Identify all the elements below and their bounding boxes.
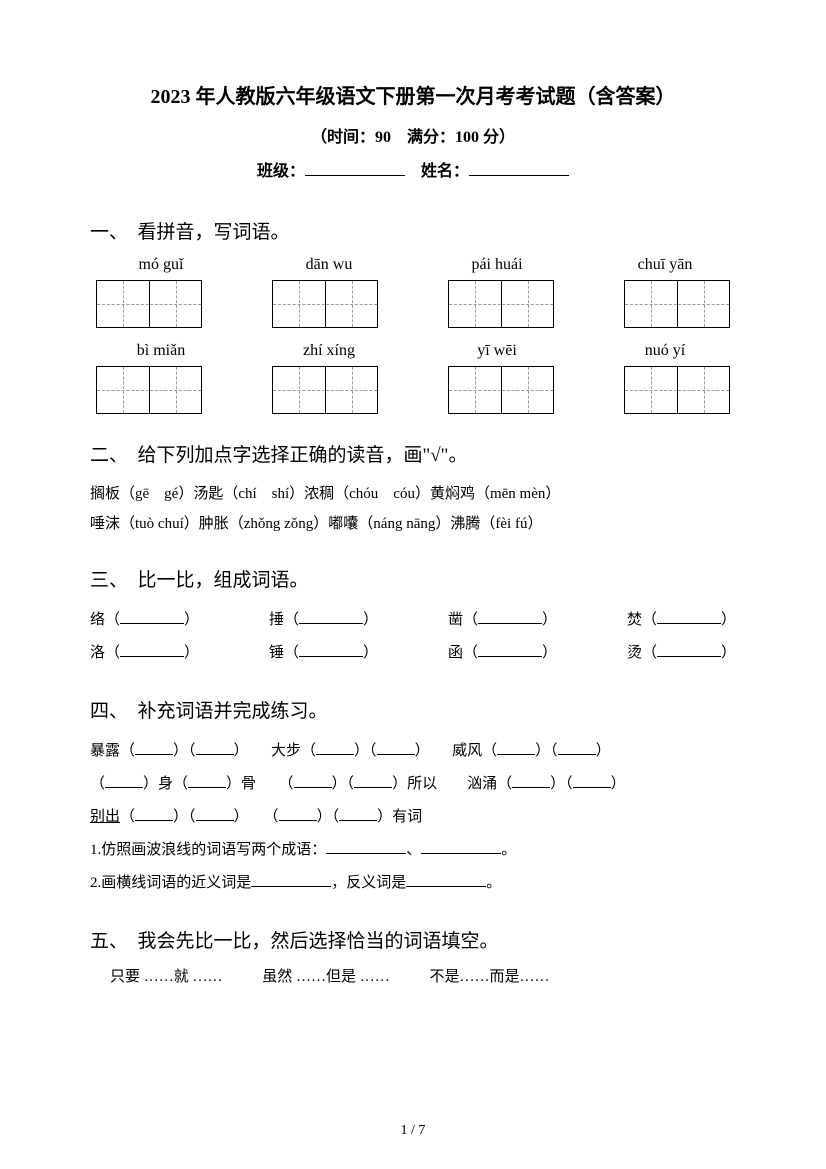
blank[interactable] <box>105 775 143 788</box>
blank[interactable] <box>120 644 184 657</box>
blank[interactable] <box>196 808 234 821</box>
pinyin-label: pái huái <box>432 256 562 274</box>
blank[interactable] <box>251 874 331 887</box>
blank[interactable] <box>478 611 542 624</box>
pinyin-label: mó guǐ <box>96 256 226 274</box>
section-5-options: 只要 ……就 …… 虽然 ……但是 …… 不是……而是…… <box>90 965 736 986</box>
section-2-title: 二、 给下列加点字选择正确的读音，画"√"。 <box>90 440 736 467</box>
blank[interactable] <box>339 808 377 821</box>
page-number: 1 / 7 <box>0 1123 826 1139</box>
blank[interactable] <box>421 841 501 854</box>
char-box-pair[interactable] <box>96 366 202 414</box>
char-box-pair[interactable] <box>448 366 554 414</box>
word-char: 捶（ <box>269 612 299 628</box>
section-2-line-2: 唾沫（tuò chuí）肿胀（zhǒng zǒng）嘟囔（náng nāng）沸… <box>90 509 736 539</box>
char-box-pair[interactable] <box>96 280 202 328</box>
blank[interactable] <box>316 742 354 755</box>
blank[interactable] <box>657 611 721 624</box>
section-4-line-3: 别出（）（） （）（）有词 <box>90 801 736 834</box>
class-label: 班级： <box>257 163 305 180</box>
pinyin-row-1: mó guǐ dān wu pái huái chuī yān <box>90 256 736 280</box>
word-char: 烫（ <box>627 645 657 661</box>
word-char: 函（ <box>448 645 478 661</box>
name-blank[interactable] <box>469 162 569 176</box>
blank[interactable] <box>406 874 486 887</box>
blank[interactable] <box>354 775 392 788</box>
section-1-title: 一、 看拼音，写词语。 <box>90 217 736 244</box>
blank[interactable] <box>188 775 226 788</box>
exam-title: 2023 年人教版六年级语文下册第一次月考考试题（含答案） <box>90 80 736 109</box>
section-4-q1: 1.仿照画波浪线的词语写两个成语：、。 <box>90 834 736 867</box>
word-char: 络（ <box>90 612 120 628</box>
pinyin-label: yī wēi <box>432 342 562 360</box>
section-4-q2: 2.画横线词语的近义词是，反义词是。 <box>90 867 736 900</box>
pinyin-label: chuī yān <box>600 256 730 274</box>
option-3: 不是……而是…… <box>430 969 550 985</box>
section-4-title: 四、 补充词语并完成练习。 <box>90 696 736 723</box>
blank[interactable] <box>120 611 184 624</box>
blank[interactable] <box>478 644 542 657</box>
pinyin-row-2: bì miǎn zhí xíng yī wēi nuó yí <box>90 342 736 366</box>
char-box-pair[interactable] <box>448 280 554 328</box>
char-box-pair[interactable] <box>624 366 730 414</box>
word-char: 洛（ <box>90 645 120 661</box>
blank[interactable] <box>497 742 535 755</box>
student-info-line: 班级： 姓名： <box>90 157 736 181</box>
blank[interactable] <box>279 808 317 821</box>
section-5-title: 五、 我会先比一比，然后选择恰当的词语填空。 <box>90 926 736 953</box>
word-char: 凿（ <box>448 612 478 628</box>
section-4-line-1: 暴露（）（） 大步（）（） 威风（）（） <box>90 735 736 768</box>
section-3-title: 三、 比一比，组成词语。 <box>90 565 736 592</box>
option-2: 虽然 ……但是 …… <box>262 969 390 985</box>
pinyin-label: bì miǎn <box>96 342 226 360</box>
section-2-line-1: 搁板（gē gé）汤匙（chí shí）浓稠（chóu cóu）黄焖鸡（mēn … <box>90 479 736 509</box>
blank[interactable] <box>657 644 721 657</box>
underlined-word: 别出 <box>90 809 120 825</box>
blank[interactable] <box>135 742 173 755</box>
blank[interactable] <box>512 775 550 788</box>
char-box-pair[interactable] <box>272 280 378 328</box>
char-box-pair[interactable] <box>624 280 730 328</box>
pinyin-label: zhí xíng <box>264 342 394 360</box>
blank[interactable] <box>294 775 332 788</box>
blank[interactable] <box>573 775 611 788</box>
blank[interactable] <box>299 611 363 624</box>
blank[interactable] <box>377 742 415 755</box>
char-box-row-2 <box>90 366 736 414</box>
blank[interactable] <box>326 841 406 854</box>
blank[interactable] <box>135 808 173 821</box>
blank[interactable] <box>299 644 363 657</box>
section-4-line-2: （）身（）骨 （）（）所以 汹涌（）（） <box>90 768 736 801</box>
blank[interactable] <box>196 742 234 755</box>
blank[interactable] <box>558 742 596 755</box>
exam-subtitle: （时间：90 满分：100 分） <box>90 123 736 147</box>
char-box-row-1 <box>90 280 736 328</box>
name-label: 姓名： <box>421 163 469 180</box>
char-box-pair[interactable] <box>272 366 378 414</box>
pinyin-label: dān wu <box>264 256 394 274</box>
word-char: 焚（ <box>627 612 657 628</box>
word-char: 锤（ <box>269 645 299 661</box>
pinyin-label: nuó yí <box>600 342 730 360</box>
option-1: 只要 ……就 …… <box>110 969 223 985</box>
section-3-body: 络（） 捶（） 凿（） 焚（） 洛（） 锤（） 函（） 烫（） <box>90 604 736 670</box>
class-blank[interactable] <box>305 162 405 176</box>
